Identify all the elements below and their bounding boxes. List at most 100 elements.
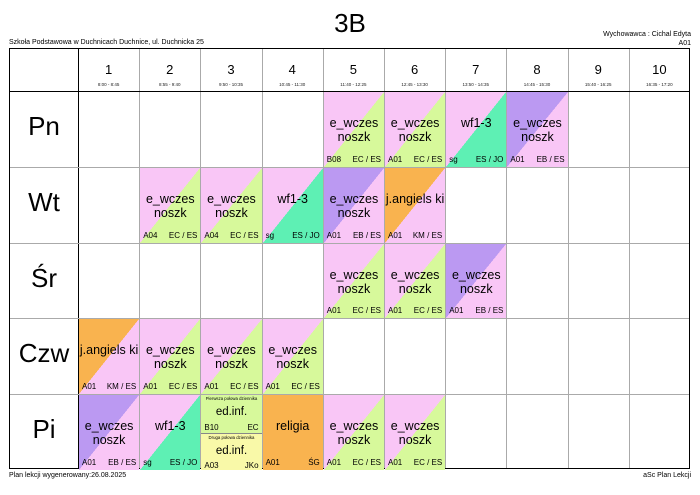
period-header: 1 8:00 - 8:45 [78,49,139,91]
lesson-note: Pierwsza połowa dziennika [205,396,258,402]
home-room: A01 [678,40,691,47]
grid-column-line [139,49,141,468]
grid-row-line [10,91,689,92]
lesson-cell[interactable]: e_wczes noszk A04 EC / ES [201,167,262,243]
lesson-teacher: EC / ES [168,382,198,392]
lesson-teacher: ŚG [308,457,320,467]
lesson-cell[interactable]: wf1-3 sg ES / JO [446,92,507,167]
lesson-cell[interactable]: wf1-3 sg ES / JO [140,395,201,470]
period-number: 5 [349,62,357,77]
lesson-teacher: EC [247,422,259,432]
grid-column-line [200,49,202,468]
lesson-cell[interactable]: e_wczes noszk B08 EC / ES [323,92,384,167]
period-number: 1 [104,62,113,77]
lesson-cell[interactable]: e_wczes noszk A01 EC / ES [140,319,201,395]
lesson-cell[interactable]: e_wczes noszk A01 EB / ES [79,395,140,470]
period-header: 5 11:40 - 12:25 [323,49,384,91]
lesson-cell[interactable]: j.angiels ki A01 KM / ES [385,167,446,243]
lesson-cell[interactable]: e_wczes noszk A01 EC / ES [323,243,384,319]
lesson-cell[interactable]: religia A01 ŚG [262,395,323,470]
lesson-room: A01 [265,382,280,392]
lesson-room: sg [143,457,152,467]
lesson-room: A01 [326,457,342,467]
lesson-subject: wf1-3 [277,191,308,206]
lesson-cell[interactable]: e_wczes noszk A01 EC / ES [385,92,446,167]
lesson-subject: e_wczes noszk [329,116,379,144]
generator-name: aSc Plan Lekcji [643,472,691,479]
period-header: 8 14:45 - 15:30 [506,49,567,91]
lesson-room: A01 [326,306,342,316]
lesson-teacher: EC / ES [352,154,381,164]
lesson-cell[interactable]: e_wczes noszk A01 EC / ES [323,395,384,470]
period-time: 15:40 - 16:25 [584,82,612,87]
lesson-half-top[interactable]: Pierwsza połowa dziennika ed.inf. B10 EC [201,395,262,433]
lesson-cell[interactable]: e_wczes noszk A01 EC / ES [262,319,323,395]
timetable-grid: 1 8:00 - 8:45 2 8:55 - 9:40 3 9:50 - 10:35 4 10… [9,48,690,470]
lesson-subject: j.angiels ki [79,343,139,358]
school-name: Szkoła Podstawowa w Duchnicach Duchnice,… [9,39,204,46]
lesson-room: A01 [326,230,342,240]
lesson-room: A04 [143,230,158,240]
grid-row-line [10,318,689,320]
lesson-subject: e_wczes noszk [145,191,195,220]
lesson-subject: e_wczes noszk [145,343,195,372]
period-number: 3 [227,62,235,77]
period-header: 2 8:55 - 9:40 [139,49,200,91]
lesson-subject: e_wczes noszk [268,343,317,372]
lesson-subject: e_wczes noszk [329,191,379,220]
lesson-room: A04 [204,230,219,240]
grid-column-line [506,49,508,468]
lesson-teacher: EB / ES [475,306,504,316]
period-header: 6 12:45 - 13:30 [384,49,445,91]
lesson-teacher: EB / ES [536,154,565,164]
lesson-teacher: EC / ES [230,382,259,392]
period-header: 9 15:40 - 16:25 [568,49,629,91]
lesson-subject: j.angiels ki [385,191,445,206]
lesson-teacher: EC / ES [168,230,198,240]
lesson-teacher: EC / ES [413,457,443,467]
lesson-subject: ed.inf. [215,406,248,419]
lesson-cell[interactable]: e_wczes noszk A01 EB / ES [323,167,384,243]
lesson-teacher: EC / ES [352,457,381,467]
lesson-subject: e_wczes noszk [390,419,440,448]
lesson-cell[interactable]: e_wczes noszk A01 EC / ES [385,395,446,470]
lesson-teacher: EC / ES [413,306,443,316]
lesson-teacher: KM / ES [412,230,443,240]
grid-column-line [384,49,385,468]
lesson-cell[interactable]: e_wczes noszk A01 EC / ES [385,243,446,319]
lesson-teacher: JKo [244,460,259,470]
lesson-room: A01 [388,154,403,164]
grid-column-line [77,49,79,468]
period-number: 6 [410,62,419,77]
lesson-cell[interactable]: wf1-3 sg ES / JO [262,167,323,243]
lesson-half-bottom[interactable]: Druga połowa dziennika ed.inf. A03 JKo [201,432,262,470]
lesson-teacher: KM / ES [106,382,137,392]
lesson-room: A03 [204,460,219,470]
lesson-teacher: EC / ES [230,230,259,240]
split-lesson-cell[interactable]: Pierwsza połowa dziennika ed.inf. B10 EC Dru… [201,395,262,470]
lesson-room: A01 [388,457,403,467]
lesson-subject: e_wczes noszk [329,267,379,296]
lesson-room: A01 [388,230,403,240]
day-label: Wt [28,186,60,217]
lesson-subject: e_wczes noszk [207,343,256,372]
lesson-room: A01 [82,457,97,467]
lesson-cell[interactable]: e_wczes noszk A01 EB / ES [446,243,507,319]
period-number: 2 [166,62,174,77]
grid-column-line [628,49,630,468]
lesson-room: A01 [449,306,464,316]
lesson-cell[interactable]: j.angiels ki A01 KM / ES [79,319,140,395]
lesson-cell[interactable]: e_wczes noszk A01 EB / ES [507,92,568,167]
lesson-cell[interactable]: e_wczes noszk A01 EC / ES [201,319,262,395]
lesson-room: A01 [265,457,280,467]
lesson-room: B08 [326,154,342,164]
period-number: 9 [594,62,602,77]
period-number: 8 [533,62,541,77]
lesson-subject: ed.inf. [215,444,248,457]
lesson-room: sg [449,154,458,164]
lesson-cell[interactable]: e_wczes noszk A04 EC / ES [140,167,201,243]
lesson-subject: e_wczes noszk [84,419,134,448]
grid-row-line [10,242,689,244]
day-label: Pn [28,111,60,141]
period-time: 13:50 - 14:35 [462,82,490,87]
